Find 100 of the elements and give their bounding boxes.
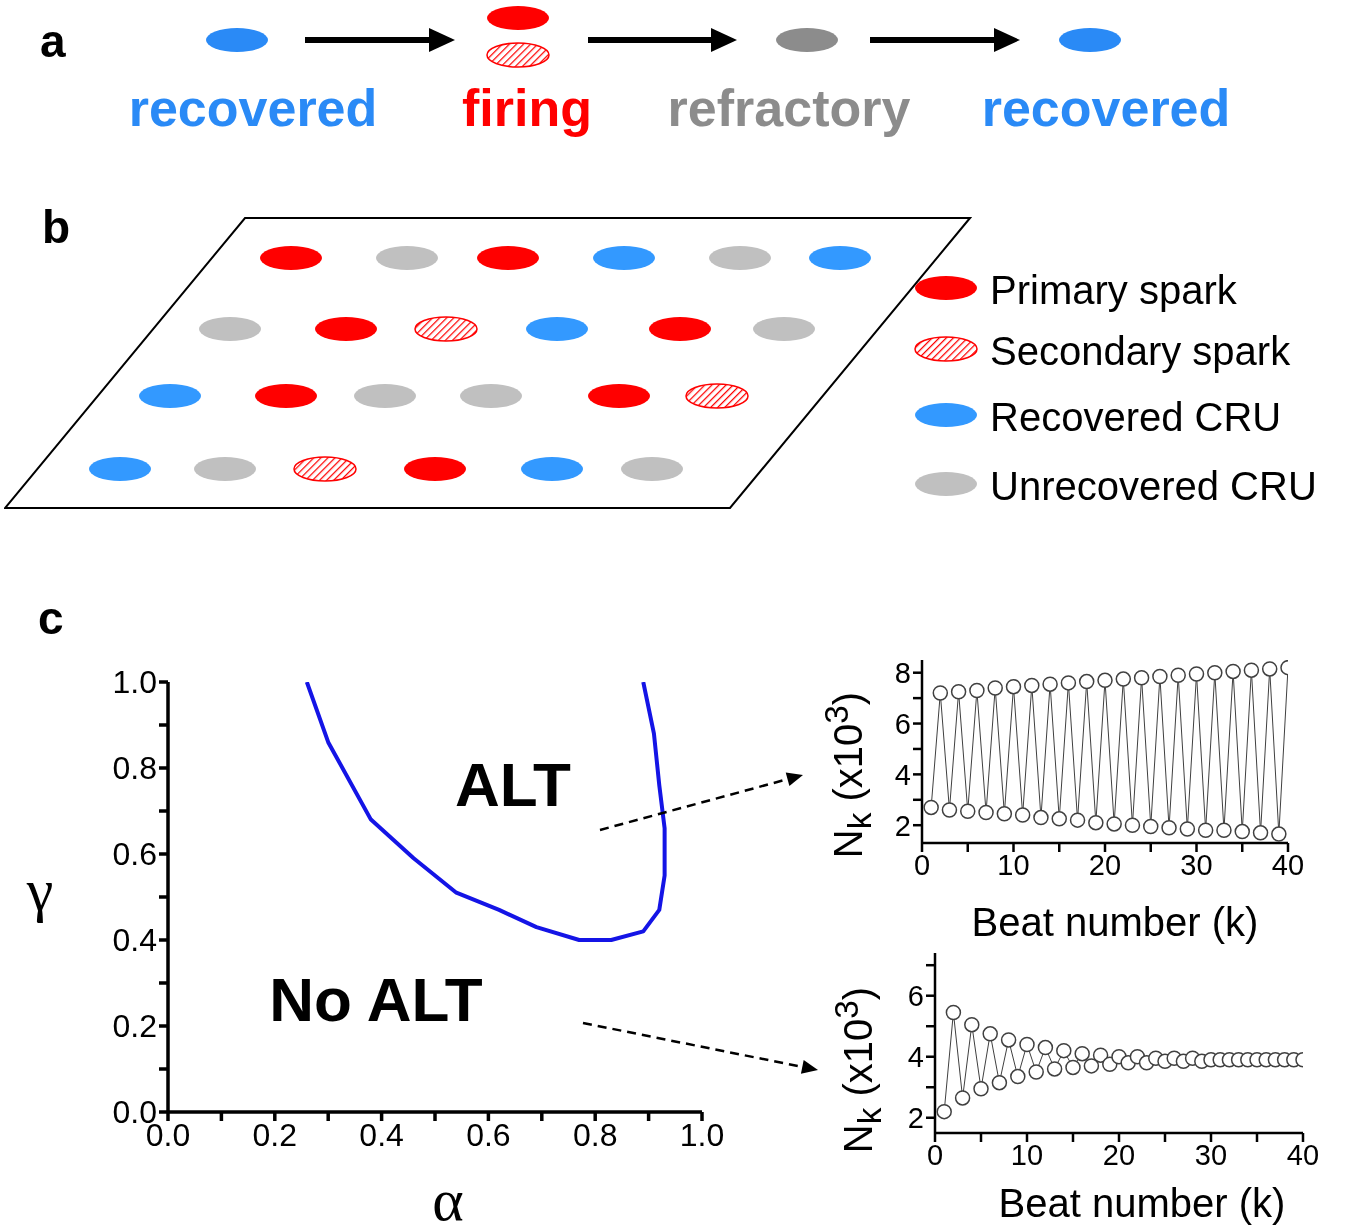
point (1197, 822, 1214, 839)
annotation: No ALT (269, 965, 483, 1034)
x-tick-label: 0.8 (572, 1116, 618, 1153)
point (923, 799, 939, 816)
y-tick-label: 2 (907, 1102, 924, 1135)
point (982, 1026, 998, 1042)
y-tick-label: 0.2 (112, 1008, 157, 1045)
category-label: Unrecovered CRU (990, 463, 1317, 509)
point (1024, 677, 1040, 694)
point (1124, 817, 1141, 833)
point (941, 802, 958, 818)
point (1216, 822, 1232, 839)
point (1065, 1059, 1081, 1076)
x-tick-label: 1.0 (679, 1116, 725, 1153)
x-tick-label: 0 (913, 848, 931, 881)
point (1133, 670, 1150, 686)
point (1271, 826, 1287, 842)
point (987, 680, 1003, 696)
chart-title: c (38, 592, 64, 644)
point (964, 1016, 980, 1033)
category-label: recovered (981, 78, 1231, 138)
x-axis-title: α (432, 1167, 464, 1228)
point (1037, 1039, 1054, 1056)
point (1152, 668, 1168, 685)
point (960, 803, 976, 819)
y-tick-label: 0.8 (112, 750, 157, 787)
point (1207, 664, 1223, 681)
x-tick-label: 10 (997, 848, 1030, 881)
point (1074, 1045, 1090, 1062)
text: b (42, 201, 71, 253)
point (1083, 1058, 1100, 1074)
point (973, 1081, 989, 1097)
x-tick-label: 0 (926, 1138, 944, 1171)
point (996, 806, 1013, 822)
point (936, 1103, 952, 1120)
point (1170, 667, 1186, 683)
y-tick-label: 8 (894, 657, 911, 689)
x-tick-label: 30 (1194, 1138, 1228, 1171)
point (945, 1004, 962, 1021)
y-tick-label: 2 (894, 809, 911, 842)
y-tick-label: 6 (907, 980, 924, 1013)
point (1078, 673, 1095, 690)
line-series (304, 682, 667, 942)
y-tick-label: 6 (894, 707, 911, 740)
point (1088, 814, 1104, 831)
y-tick-label: 4 (907, 1041, 924, 1074)
point (1143, 818, 1159, 835)
category-label: refractory (667, 78, 911, 138)
point (1060, 675, 1077, 691)
category-label: firing (462, 78, 592, 138)
x-tick-label: 0.4 (359, 1116, 404, 1153)
point (1188, 666, 1205, 682)
category-label: Recovered CRU (990, 394, 1282, 440)
point (1028, 1064, 1044, 1080)
x-axis-title: Beat number (k) (971, 900, 1259, 944)
point (932, 685, 949, 701)
x-tick-label: 0.2 (252, 1116, 298, 1153)
y-axis-title: γ (26, 857, 54, 923)
point (1115, 671, 1132, 687)
category-label: Primary spark (990, 267, 1237, 313)
point (1019, 1036, 1035, 1053)
category-label: Secondary spark (990, 328, 1291, 374)
point (954, 1090, 971, 1106)
point (1000, 1032, 1017, 1048)
point (1243, 662, 1260, 678)
x-tick-label: 20 (1102, 1138, 1136, 1171)
point (1005, 678, 1022, 695)
point (991, 1074, 1008, 1091)
point (978, 804, 994, 821)
category-label: recovered (128, 78, 378, 138)
point (1046, 1061, 1063, 1077)
point (1051, 811, 1067, 827)
y-tick-label: 0.4 (112, 922, 157, 959)
point (1033, 809, 1049, 826)
text: a (40, 15, 66, 67)
x-tick-label: 30 (1180, 848, 1213, 881)
y-tick-label: 4 (894, 758, 911, 791)
point (1252, 825, 1269, 841)
x-tick-label: 40 (1271, 848, 1305, 881)
point (1179, 821, 1196, 837)
annotation: ALT (455, 750, 571, 819)
point (1161, 820, 1177, 836)
point (969, 682, 985, 699)
x-tick-label: 20 (1088, 848, 1122, 881)
x-tick-label: 0.6 (466, 1116, 511, 1153)
x-axis-title: Beat number (k) (998, 1181, 1286, 1225)
point (1225, 663, 1241, 680)
x-tick-label: 40 (1286, 1138, 1320, 1171)
point (1261, 661, 1278, 677)
point (1092, 1047, 1109, 1063)
point (1234, 823, 1250, 840)
point (1014, 807, 1031, 823)
point (950, 684, 967, 700)
point (1010, 1068, 1026, 1085)
point (1042, 676, 1058, 692)
x-tick-label: 10 (1010, 1138, 1044, 1171)
point (1056, 1042, 1072, 1059)
point (1097, 672, 1113, 689)
point (1069, 812, 1086, 828)
point (1106, 816, 1122, 832)
